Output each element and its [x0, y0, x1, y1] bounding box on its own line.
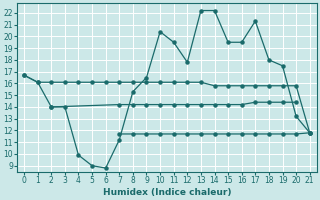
- X-axis label: Humidex (Indice chaleur): Humidex (Indice chaleur): [103, 188, 231, 197]
